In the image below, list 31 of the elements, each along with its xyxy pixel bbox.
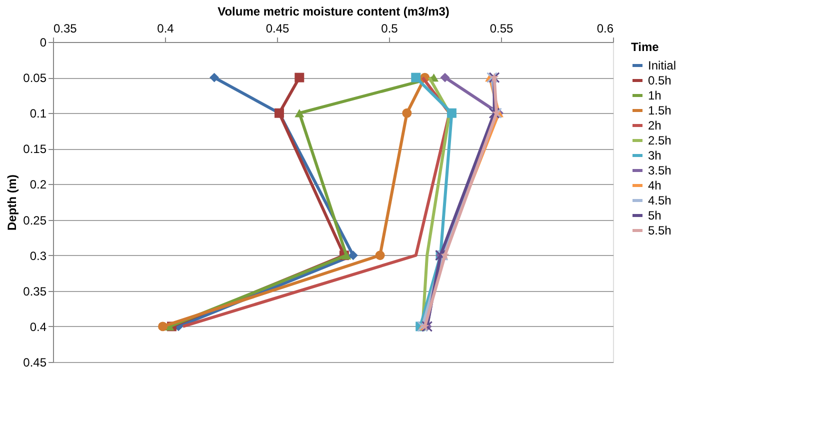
y-tick-label: 0.25 (23, 213, 47, 228)
x-tick-label: 0.45 (266, 22, 290, 36)
y-tick-label: 0.3 (30, 248, 47, 263)
legend-label: 4h (648, 178, 662, 192)
legend-label: 5.5h (648, 224, 672, 238)
y-tick-label: 0.15 (23, 142, 47, 156)
y-tick-label: 0.2 (30, 178, 47, 192)
legend-title: Time (631, 40, 660, 54)
legend-label: 1.5h (648, 104, 672, 118)
y-tick-label: 0.35 (23, 284, 47, 298)
x-axis-title: Volume metric moisture content (m3/m3) (218, 4, 450, 18)
legend-label: Initial (648, 58, 676, 72)
legend-label: 4.5h (648, 194, 672, 208)
x-tick-label: 0.55 (490, 22, 514, 36)
x-tick-label: 0.4 (157, 22, 174, 36)
legend-label: 1h (648, 88, 662, 102)
y-tick-label: 0.1 (30, 106, 47, 121)
x-tick-label: 0.35 (54, 22, 78, 36)
legend-label: 2.5h (648, 134, 672, 148)
x-tick-label: 0.5 (381, 22, 398, 36)
y-tick-label: 0.4 (30, 320, 47, 334)
legend-label: 5h (648, 208, 662, 222)
legend-label: 2h (648, 118, 662, 132)
y-tick-label: 0 (40, 36, 47, 50)
x-tick-label: 0.6 (596, 22, 614, 36)
legend-label: 3.5h (648, 164, 672, 178)
legend-label: 0.5h (648, 74, 672, 88)
y-tick-label: 0.45 (23, 356, 47, 370)
y-axis-title: Depth (m) (5, 174, 20, 230)
y-tick-label: 0.05 (23, 71, 47, 86)
legend-label: 3h (648, 148, 662, 162)
